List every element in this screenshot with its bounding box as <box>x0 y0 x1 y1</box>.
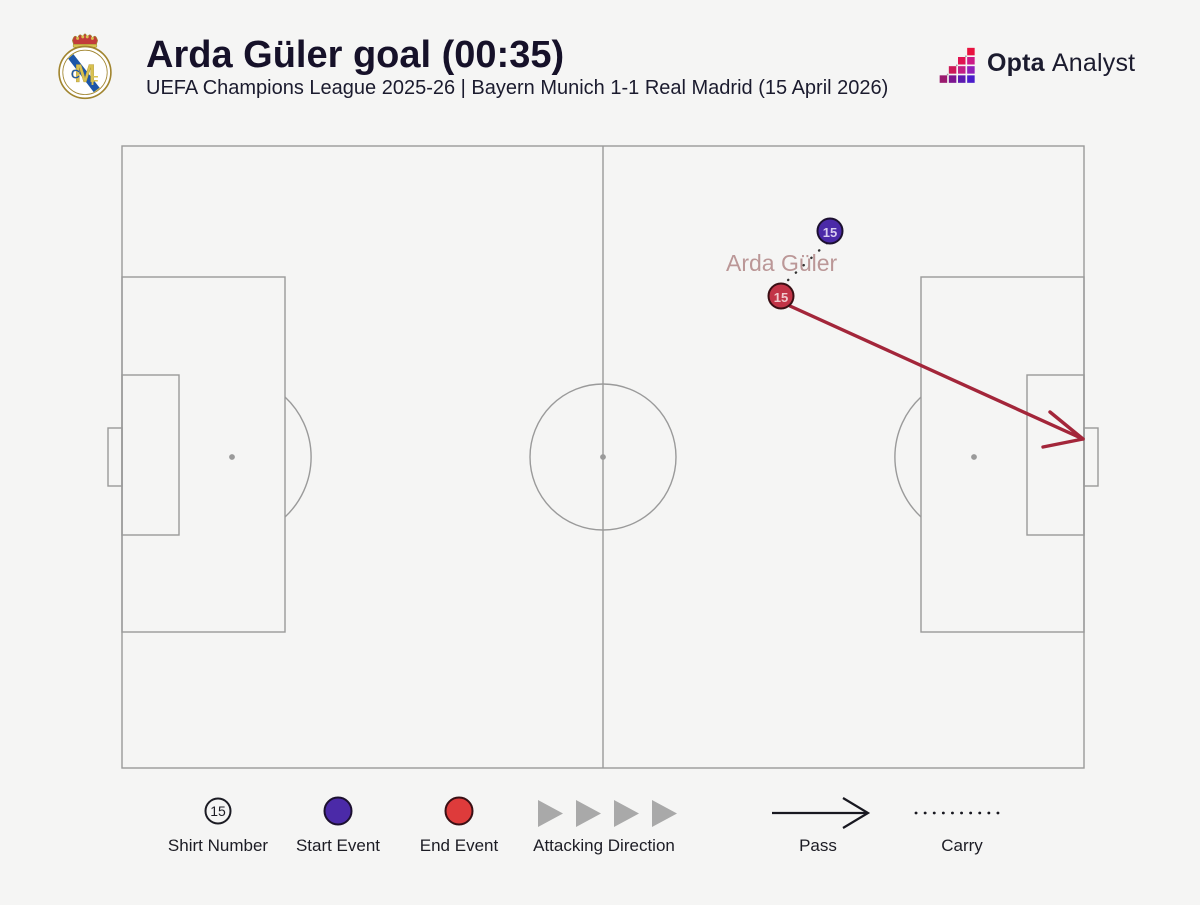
svg-text:End Event: End Event <box>420 836 499 855</box>
svg-text:Shirt Number: Shirt Number <box>168 836 268 855</box>
svg-text:Attacking Direction: Attacking Direction <box>533 836 675 855</box>
svg-text:Pass: Pass <box>799 836 837 855</box>
svg-text:Start Event: Start Event <box>296 836 380 855</box>
svg-text:Carry: Carry <box>941 836 983 855</box>
svg-text:15: 15 <box>210 803 226 819</box>
